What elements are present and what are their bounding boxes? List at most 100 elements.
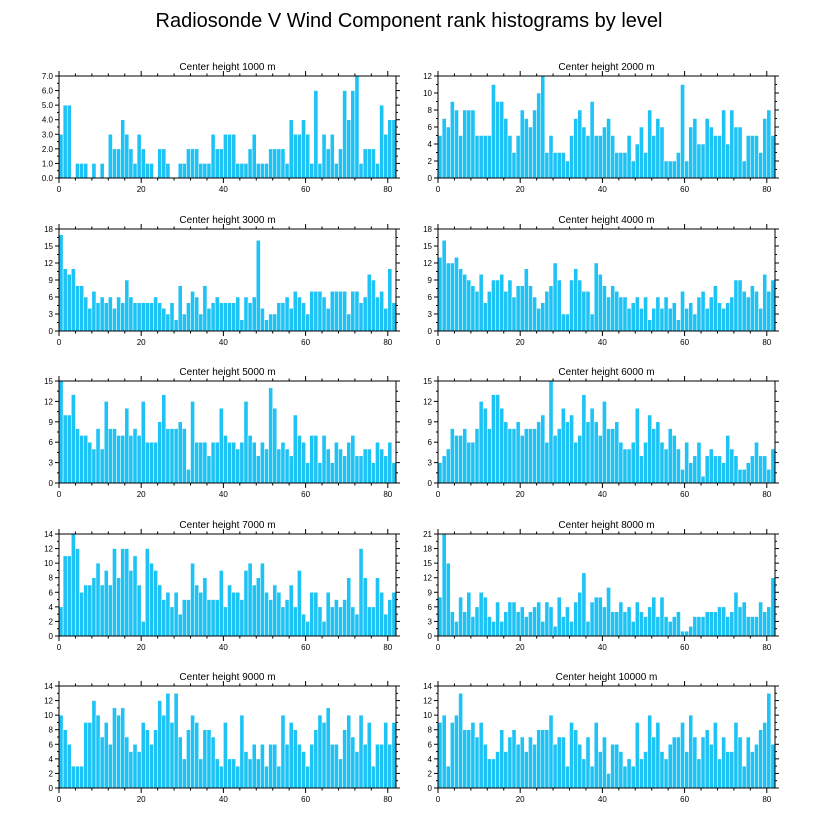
bar — [458, 693, 463, 789]
bar — [194, 148, 199, 179]
bar — [354, 751, 360, 789]
x-tick-label: 20 — [137, 185, 146, 194]
bar — [733, 279, 739, 332]
bar — [136, 751, 142, 789]
bar — [99, 584, 105, 637]
bar — [626, 135, 632, 179]
x-tick-label: 40 — [219, 643, 228, 652]
bar — [79, 765, 84, 789]
bar — [454, 714, 459, 789]
bar — [745, 135, 751, 179]
bar — [66, 414, 72, 484]
y-tick-label: 4 — [428, 755, 433, 764]
bar — [700, 736, 706, 789]
bar — [635, 601, 640, 637]
bar — [288, 455, 294, 484]
bar — [334, 441, 339, 484]
bar — [108, 134, 113, 179]
bar — [639, 611, 644, 637]
bar — [256, 455, 261, 484]
panel-title: Center height 2000 m — [558, 62, 654, 73]
bar — [58, 134, 64, 179]
bar — [284, 599, 290, 637]
x-tick-label: 20 — [516, 185, 525, 194]
x-tick-label: 0 — [436, 338, 441, 347]
bar — [647, 319, 652, 332]
bar — [581, 291, 587, 332]
bar — [387, 119, 393, 179]
bar — [358, 302, 364, 332]
bar — [120, 435, 126, 484]
bar — [268, 387, 273, 484]
bar — [149, 163, 154, 179]
bar — [556, 152, 562, 179]
bar — [379, 291, 384, 332]
bar — [313, 729, 319, 789]
bar — [700, 475, 706, 484]
bar — [264, 592, 269, 637]
bar — [383, 613, 389, 637]
bar — [202, 441, 208, 484]
bar — [358, 714, 364, 789]
bar — [325, 707, 331, 789]
panel-2: Center height 2000 m 0 2 4 6 8 10 12 0 20 40 60 80 — [423, 62, 779, 194]
bar — [626, 758, 632, 789]
bar — [313, 592, 319, 637]
y-tick-label: 15 — [423, 242, 432, 251]
x-tick-label: 0 — [57, 338, 62, 347]
bar — [614, 421, 620, 484]
bar — [733, 722, 739, 789]
bar — [190, 291, 195, 332]
x-tick-label: 20 — [516, 338, 525, 347]
bar — [766, 606, 772, 637]
x-tick-label: 20 — [516, 643, 525, 652]
bar — [136, 584, 142, 637]
bar — [280, 441, 286, 484]
bar — [243, 296, 249, 332]
bar — [470, 616, 476, 637]
y-tick-label: 15 — [44, 377, 53, 386]
bar — [325, 148, 331, 179]
bar — [696, 758, 702, 789]
bar — [454, 109, 459, 179]
bar — [227, 302, 232, 332]
bar — [667, 621, 673, 637]
bar — [573, 268, 578, 332]
x-tick-label: 0 — [57, 185, 62, 194]
bar — [713, 135, 718, 179]
bar — [95, 562, 101, 637]
bar — [149, 302, 154, 332]
bar — [293, 729, 298, 789]
bar — [614, 291, 620, 332]
y-tick-label: 4 — [49, 755, 54, 764]
bar — [235, 448, 241, 484]
bar — [358, 163, 364, 179]
bar — [536, 729, 541, 789]
bar — [680, 630, 685, 637]
bar — [140, 148, 146, 179]
bar — [235, 163, 241, 179]
y-tick-label: 9 — [428, 418, 433, 427]
bar — [58, 606, 64, 637]
bar — [276, 592, 282, 637]
bar — [108, 296, 113, 332]
bar — [83, 163, 89, 179]
bar — [264, 319, 269, 332]
y-tick-label: 5.0 — [42, 101, 54, 110]
bar — [491, 758, 496, 789]
bar — [95, 302, 101, 332]
bar — [737, 606, 743, 637]
bar — [177, 736, 183, 789]
bar — [387, 599, 393, 637]
y-tick-label: 3 — [428, 617, 433, 626]
bar — [532, 606, 537, 637]
bar — [647, 109, 652, 179]
bar — [528, 285, 533, 332]
bar — [268, 744, 273, 789]
bar — [256, 163, 261, 179]
bar — [182, 428, 187, 484]
bar — [375, 744, 380, 789]
bar — [680, 469, 685, 484]
bar — [630, 302, 636, 332]
bar — [565, 160, 570, 179]
